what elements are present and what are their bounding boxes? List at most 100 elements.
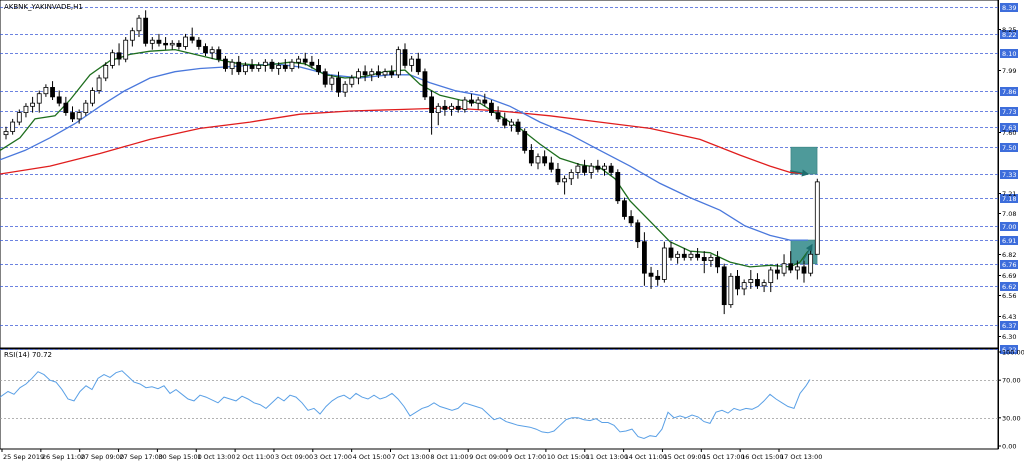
rsi-tick-label: 30.00 <box>1002 414 1021 422</box>
candle <box>276 62 282 75</box>
candle <box>688 251 694 261</box>
candle <box>302 52 308 66</box>
candle <box>349 74 355 88</box>
rsi-series-line <box>0 370 811 440</box>
candle-body <box>36 93 42 104</box>
candle <box>56 90 62 107</box>
candle <box>588 162 594 179</box>
candle <box>256 62 262 72</box>
price-panel-frame <box>0 0 999 349</box>
candle <box>183 33 188 50</box>
candle-body <box>708 257 714 261</box>
candle <box>442 100 448 116</box>
candle-body <box>475 99 481 104</box>
price-level-label: 8.39 <box>1002 4 1016 12</box>
candle <box>542 150 548 167</box>
price-level-label: 6.91 <box>1002 237 1016 245</box>
candle-body <box>695 253 700 258</box>
candle <box>562 175 567 195</box>
candle-body <box>675 253 681 258</box>
price-tick-label: 7.21 <box>1002 190 1016 198</box>
price-level-lines <box>0 7 998 350</box>
candle-body <box>814 181 820 255</box>
candle <box>329 74 335 91</box>
candle <box>528 144 534 167</box>
price-level-label: 6.62 <box>1002 283 1016 291</box>
candle <box>701 251 707 274</box>
candle-body <box>136 17 142 32</box>
candle <box>781 254 787 277</box>
candle <box>449 103 454 116</box>
price-zone <box>790 146 818 175</box>
candle-body <box>103 64 109 79</box>
candle-body <box>495 112 501 120</box>
candle-body <box>163 42 169 46</box>
time-tick-label: 1 Oct 13:00 <box>197 453 235 461</box>
candle <box>715 251 720 274</box>
candle <box>522 128 528 154</box>
candle <box>342 81 348 97</box>
candle-body <box>322 71 328 85</box>
candle-body <box>50 87 55 98</box>
candle-body <box>555 168 561 183</box>
candle-body <box>116 52 122 60</box>
candle <box>635 219 641 248</box>
time-tick-label: 17 Oct 13:00 <box>780 453 822 461</box>
time-tick-label: 3 Oct 17:00 <box>314 453 352 461</box>
candle <box>262 59 268 72</box>
candle <box>322 68 328 88</box>
candle <box>110 49 115 69</box>
candle-body <box>216 49 222 60</box>
candle <box>356 68 361 85</box>
candle <box>608 162 614 176</box>
candle <box>189 27 195 44</box>
candle <box>36 90 42 113</box>
candle-body <box>768 269 774 284</box>
candle-body <box>382 71 388 76</box>
candle-body <box>615 172 621 202</box>
candle <box>675 251 681 264</box>
candle-body <box>276 64 282 69</box>
candle <box>269 59 275 72</box>
candle <box>575 162 581 179</box>
candle-body <box>741 282 747 290</box>
candle <box>369 68 375 82</box>
candle-body <box>83 102 89 114</box>
candle <box>402 43 408 69</box>
candle-body <box>761 282 767 287</box>
time-tick-label: 11 Oct 13:00 <box>586 453 628 461</box>
candle <box>814 178 820 255</box>
price-level-label-bg <box>1000 282 1018 291</box>
candle <box>801 260 807 283</box>
candle <box>16 109 22 126</box>
candle <box>661 241 667 283</box>
time-tick-label: 25 Sep 2019 <box>3 453 44 461</box>
price-tick-label: 7.99 <box>1002 67 1016 75</box>
candle-body <box>209 49 215 54</box>
rsi-tick-label: 0.00 <box>1002 443 1016 451</box>
candle-body <box>449 105 454 110</box>
candle <box>788 251 794 274</box>
candle <box>568 169 574 186</box>
candle-body <box>755 279 760 287</box>
arrow <box>802 243 813 261</box>
candle <box>735 270 740 296</box>
candle-body <box>249 64 255 69</box>
candle <box>728 273 734 308</box>
candle <box>535 153 541 170</box>
price-level-label: 7.00 <box>1002 223 1016 231</box>
candle-body <box>90 90 95 104</box>
price-level-label-bg <box>1000 194 1018 203</box>
candle <box>602 162 607 176</box>
candle <box>741 279 747 296</box>
candle-body <box>502 118 508 126</box>
candle <box>555 162 561 186</box>
candle <box>296 55 302 69</box>
rsi-line-layer <box>0 370 811 440</box>
candle <box>336 71 341 97</box>
candle-body <box>223 58 228 69</box>
candle-body <box>409 58 415 66</box>
time-tick-label: 26 Sep 11:00 <box>42 453 85 461</box>
